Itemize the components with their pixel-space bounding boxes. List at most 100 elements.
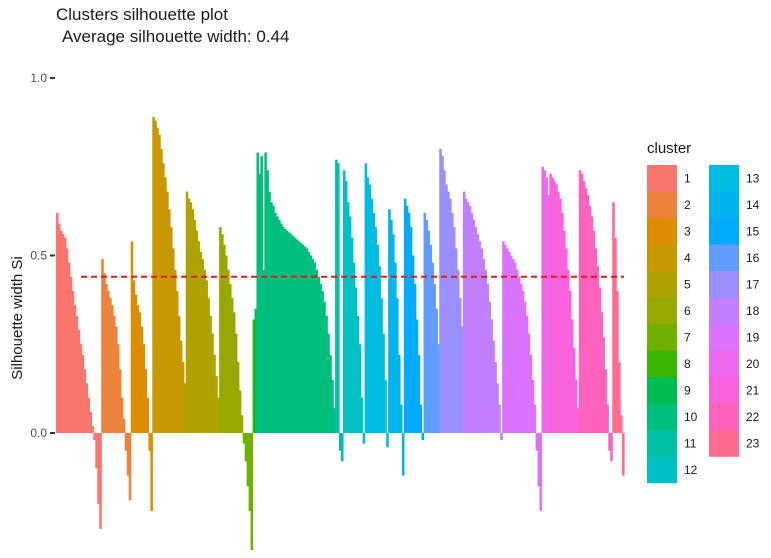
bar-cluster-17-12: [460, 326, 464, 433]
bar-cluster-14-2: [390, 220, 393, 433]
bar-cluster-1-4: [61, 234, 65, 433]
bar-cluster-1-19: [91, 425, 94, 433]
bar-cluster-21-3: [553, 180, 556, 433]
bar-cluster-11-4: [340, 433, 344, 462]
bar-cluster-3-10: [148, 433, 151, 451]
bar-cluster-22-13: [602, 337, 605, 433]
bar-cluster-21-5: [557, 191, 560, 433]
bar-cluster-2-2: [103, 273, 106, 433]
bar-cluster-17-7: [451, 212, 454, 433]
legend-label-7: 7: [684, 330, 691, 344]
bar-cluster-13-3: [368, 184, 372, 433]
bar-cluster-1-12: [77, 330, 81, 433]
bar-cluster-4-3: [156, 127, 159, 433]
bar-cluster-19-6: [511, 259, 515, 433]
legend-label-15: 15: [746, 224, 760, 238]
legend-key-11: [647, 430, 677, 457]
bar-cluster-22-16: [608, 433, 611, 451]
bar-cluster-6-4: [225, 255, 228, 433]
bar-cluster-1-13: [79, 344, 83, 433]
bar-cluster-4-12: [173, 269, 177, 433]
bar-cluster-12-4: [348, 216, 352, 433]
bar-cluster-19-19: [537, 433, 541, 487]
bar-cluster-23-3: [616, 291, 619, 433]
chart-subtitle: Average silhouette width: 0.44: [62, 27, 290, 46]
bar-cluster-1-10: [73, 305, 77, 433]
y-tick-label-2: 1.0: [30, 71, 47, 85]
bar-cluster-17-1: [439, 149, 442, 433]
bar-cluster-14-8: [401, 433, 405, 476]
bar-cluster-1-5: [63, 237, 67, 433]
bar-cluster-3-9: [146, 397, 149, 433]
bar-cluster-19-1: [502, 241, 505, 433]
bar-cluster-18-15: [490, 319, 493, 433]
legend-key-9: [647, 377, 677, 404]
bar-cluster-19-12: [523, 301, 527, 433]
bar-cluster-2-7: [113, 315, 116, 433]
bar-cluster-22-11: [598, 287, 602, 433]
legend-label-1: 1: [684, 171, 691, 185]
bar-cluster-19-20: [539, 433, 543, 512]
bar-cluster-20-3: [545, 177, 548, 433]
bar-cluster-16-8: [437, 344, 440, 433]
legend-key-10: [647, 403, 677, 431]
bar-cluster-5-12: [207, 298, 210, 433]
bar-cluster-3-7: [142, 344, 146, 433]
bar-cluster-1-18: [89, 411, 92, 433]
bar-cluster-17-5: [447, 191, 450, 433]
legend-label-17: 17: [746, 277, 760, 291]
bar-cluster-1-8: [69, 276, 73, 433]
bar-cluster-10-21: [295, 239, 299, 433]
bar-cluster-18-11: [482, 259, 486, 433]
bar-cluster-23-4: [618, 362, 621, 433]
bar-cluster-13-1: [364, 163, 368, 433]
legend-key-18: [709, 297, 739, 325]
bar-cluster-21-13: [572, 347, 576, 433]
bar-cluster-3-5: [138, 312, 142, 433]
bar-cluster-5-3: [189, 202, 193, 433]
bar-cluster-10-7: [268, 191, 271, 433]
bar-cluster-15-6: [413, 283, 417, 433]
bar-cluster-22-17: [610, 433, 613, 462]
bar-cluster-10-18: [289, 234, 293, 433]
legend-key-6: [647, 297, 677, 325]
bar-cluster-21-4: [555, 184, 558, 433]
bar-cluster-5-16: [215, 376, 218, 433]
bar-cluster-10-40: [333, 408, 336, 433]
bar-cluster-5-2: [187, 198, 191, 433]
bar-cluster-7-1: [242, 433, 246, 444]
bar-cluster-1-16: [85, 383, 89, 433]
bar-cluster-22-2: [580, 173, 584, 433]
bar-cluster-3-11: [150, 433, 153, 512]
bar-cluster-10-26: [305, 248, 309, 433]
legend-key-16: [709, 244, 739, 272]
bar-cluster-10-22: [297, 241, 301, 433]
bar-cluster-17-11: [458, 298, 462, 433]
bar-cluster-8-1: [252, 319, 256, 433]
bar-cluster-18-13: [486, 283, 489, 433]
bar-cluster-4-14: [177, 315, 181, 433]
bar-cluster-6-8: [232, 312, 236, 433]
legend-key-8: [647, 350, 677, 378]
bar-cluster-4-9: [168, 209, 171, 433]
bar-cluster-10-35: [323, 301, 326, 433]
legend-key-2: [647, 191, 677, 219]
bar-cluster-18-3: [466, 202, 470, 433]
bar-cluster-19-10: [519, 283, 523, 433]
bar-cluster-10-36: [325, 315, 328, 433]
bar-cluster-2-12: [122, 418, 126, 433]
bar-cluster-10-27: [307, 251, 311, 433]
bar-cluster-11-2: [337, 163, 340, 433]
legend-label-21: 21: [746, 383, 760, 397]
legend-key-20: [709, 350, 739, 378]
bar-cluster-6-10: [236, 362, 240, 433]
legend-label-19: 19: [746, 330, 760, 344]
bar-cluster-21-9: [565, 248, 568, 433]
bar-cluster-10-2: [258, 173, 262, 433]
bar-cluster-22-6: [588, 205, 592, 433]
bar-cluster-5-5: [193, 220, 197, 433]
bar-cluster-15-2: [405, 205, 409, 433]
bar-cluster-10-16: [285, 230, 289, 433]
bar-cluster-6-12: [240, 415, 244, 433]
bar-cluster-5-6: [195, 230, 199, 433]
